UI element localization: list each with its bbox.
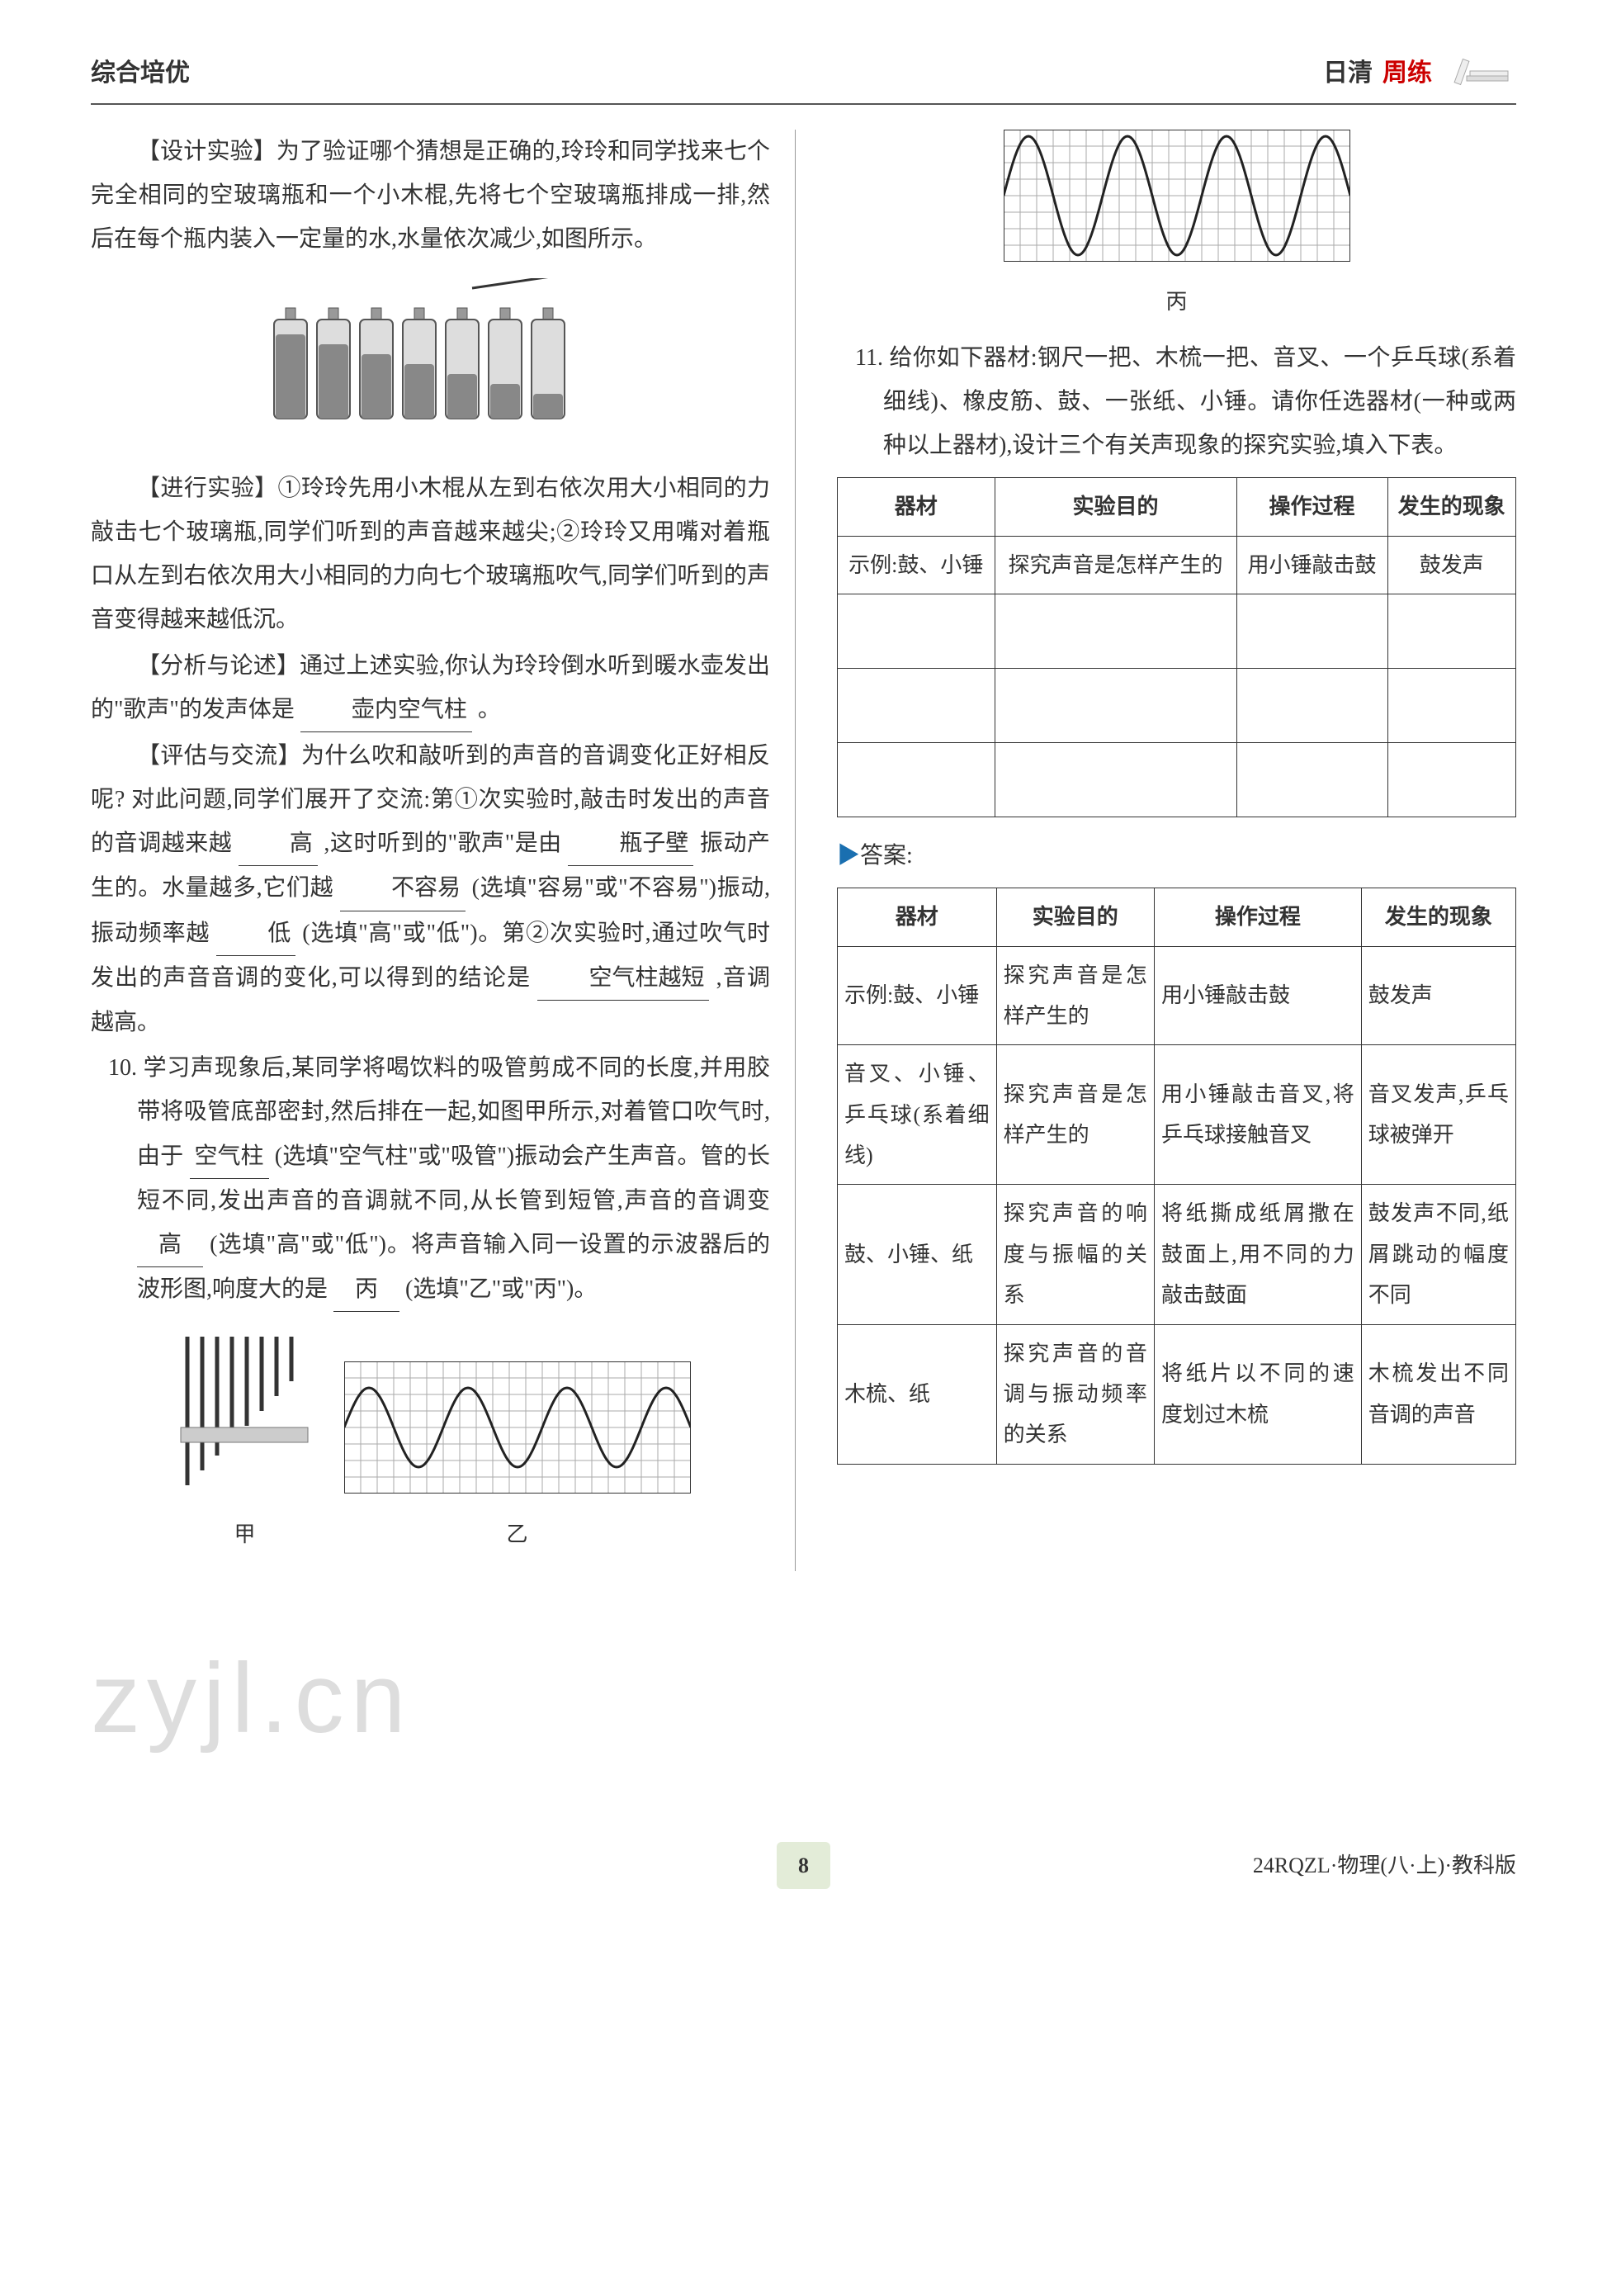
td: 将纸撕成纸屑撒在鼓面上,用不同的力敲击鼓面 xyxy=(1154,1185,1361,1324)
left-column: 【设计实验】为了验证哪个猜想是正确的,玲玲和同学找来七个完全相同的空玻璃瓶和一个… xyxy=(91,130,796,1571)
book-icon xyxy=(1442,51,1516,95)
td-empty xyxy=(838,594,995,668)
blank-p3: 壶内空气柱 xyxy=(300,688,472,732)
page-number: 8 xyxy=(777,1842,830,1889)
th: 发生的现象 xyxy=(1387,478,1516,536)
label-jia: 甲 xyxy=(171,1514,319,1555)
blank-p4-5: 空气柱越短 xyxy=(537,956,709,1001)
page-header: 综合培优 日清 周练 xyxy=(91,50,1516,105)
td: 示例:鼓、小锤 xyxy=(838,946,997,1045)
blank-table: 器材实验目的操作过程发生的现象示例:鼓、小锤探究声音是怎样产生的用小锤敲击鼓鼓发… xyxy=(837,477,1516,817)
td-empty xyxy=(995,594,1236,668)
answer-label: ▶答案: xyxy=(837,834,1516,878)
q11-number: 11. xyxy=(837,336,883,380)
td: 木梳发出不同音调的声音 xyxy=(1361,1324,1515,1464)
bottles-figure xyxy=(91,278,770,442)
td: 探究声音是怎样产生的 xyxy=(995,536,1236,594)
td: 鼓发声 xyxy=(1387,536,1516,594)
blank-p4-4: 低 xyxy=(216,911,295,956)
blank-p4-3: 不容易 xyxy=(340,866,466,911)
td: 用小锤敲击鼓 xyxy=(1236,536,1387,594)
answer-table: 器材实验目的操作过程发生的现象示例:鼓、小锤探究声音是怎样产生的用小锤敲击鼓鼓发… xyxy=(837,888,1516,1465)
p4b: ,这时听到的"歌声"是由 xyxy=(324,831,561,856)
td-empty xyxy=(1387,668,1516,742)
label-yi: 乙 xyxy=(344,1514,691,1555)
answer-text: 答案: xyxy=(860,843,913,869)
right-column: 丙 11. 给你如下器材:钢尺一把、木梳一把、音叉、一个乒乓球(系着细线)、橡皮… xyxy=(829,130,1516,1571)
td: 音叉发声,乒乓球被弹开 xyxy=(1361,1045,1515,1185)
td-empty xyxy=(995,742,1236,817)
th: 操作过程 xyxy=(1154,888,1361,946)
label-bing: 丙 xyxy=(837,282,1516,322)
blank-q10-2: 高 xyxy=(137,1223,203,1267)
td: 示例:鼓、小锤 xyxy=(838,536,995,594)
analysis-para: 【分析与论述】通过上述实验,你认为玲玲倒水听到暖水壶发出的"歌声"的发声体是 壶… xyxy=(91,644,770,732)
page-footer: 8 24RQZL·物理(八·上)·教科版 xyxy=(91,1842,1516,1889)
td-empty xyxy=(1387,594,1516,668)
evaluate-para: 【评估与交流】为什么吹和敲听到的声音的音调变化正好相反呢? 对此问题,同学们展开… xyxy=(91,734,770,1044)
td: 鼓、小锤、纸 xyxy=(838,1185,997,1324)
q10d: (选填"乙"或"丙")。 xyxy=(405,1276,597,1302)
td: 探究声音的响度与振幅的关系 xyxy=(996,1185,1154,1324)
figures-jia-yi: 甲 乙 xyxy=(91,1328,770,1555)
header-zhoulian: 周练 xyxy=(1382,50,1432,97)
fig-yi: 乙 xyxy=(344,1361,691,1555)
triangle-icon: ▶ xyxy=(837,843,860,869)
th: 器材 xyxy=(838,478,995,536)
td: 用小锤敲击音叉,将乒乓球接触音叉 xyxy=(1154,1045,1361,1185)
question-10: 10. 学习声现象后,某同学将喝饮料的吸管剪成不同的长度,并用胶带将吸管底部密封… xyxy=(91,1046,770,1312)
td-empty xyxy=(838,668,995,742)
td-empty xyxy=(1236,742,1387,817)
td: 探究声音的音调与振动频率的关系 xyxy=(996,1324,1154,1464)
td-empty xyxy=(838,742,995,817)
q10-number: 10. xyxy=(91,1046,137,1090)
content-columns: 【设计实验】为了验证哪个猜想是正确的,玲玲和同学找来七个完全相同的空玻璃瓶和一个… xyxy=(91,130,1516,1571)
td: 音叉、小锤、乒乓球(系着细线) xyxy=(838,1045,997,1185)
td: 用小锤敲击鼓 xyxy=(1154,946,1361,1045)
question-11: 11. 给你如下器材:钢尺一把、木梳一把、音叉、一个乒乓球(系着细线)、橡皮筋、… xyxy=(837,336,1516,468)
q11-text: 给你如下器材:钢尺一把、木梳一把、音叉、一个乒乓球(系着细线)、橡皮筋、鼓、一张… xyxy=(883,345,1516,458)
header-left: 综合培优 xyxy=(91,50,190,97)
td: 探究声音是怎样产生的 xyxy=(996,946,1154,1045)
header-right: 日清 周练 xyxy=(1323,50,1516,97)
td-empty xyxy=(1236,668,1387,742)
td: 将纸片以不同的速度划过木梳 xyxy=(1154,1324,1361,1464)
td-empty xyxy=(1387,742,1516,817)
td: 鼓发声 xyxy=(1361,946,1515,1045)
td-empty xyxy=(995,668,1236,742)
p3b: 。 xyxy=(478,697,501,722)
th: 操作过程 xyxy=(1236,478,1387,536)
blank-p4-2: 瓶子壁 xyxy=(568,821,693,866)
td-empty xyxy=(1236,594,1387,668)
blank-q10-1: 空气柱 xyxy=(190,1134,269,1179)
header-riqing: 日清 xyxy=(1323,50,1373,97)
footer-right: 24RQZL·物理(八·上)·教科版 xyxy=(830,1845,1516,1886)
conduct-exp-para: 【进行实验】①玲玲先用小木棍从左到右依次用大小相同的力敲击七个玻璃瓶,同学们听到… xyxy=(91,466,770,642)
design-exp-para: 【设计实验】为了验证哪个猜想是正确的,玲玲和同学找来七个完全相同的空玻璃瓶和一个… xyxy=(91,130,770,262)
th: 实验目的 xyxy=(995,478,1236,536)
td: 鼓发声不同,纸屑跳动的幅度不同 xyxy=(1361,1185,1515,1324)
td: 探究声音是怎样产生的 xyxy=(996,1045,1154,1185)
blank-p4-1: 高 xyxy=(239,821,318,866)
fig-bing: 丙 xyxy=(837,130,1516,323)
watermark: zyjl.cn xyxy=(91,1604,1516,1792)
th: 实验目的 xyxy=(996,888,1154,946)
fig-jia: 甲 xyxy=(171,1328,319,1555)
th: 发生的现象 xyxy=(1361,888,1515,946)
th: 器材 xyxy=(838,888,997,946)
blank-q10-3: 丙 xyxy=(333,1267,399,1312)
td: 木梳、纸 xyxy=(838,1324,997,1464)
